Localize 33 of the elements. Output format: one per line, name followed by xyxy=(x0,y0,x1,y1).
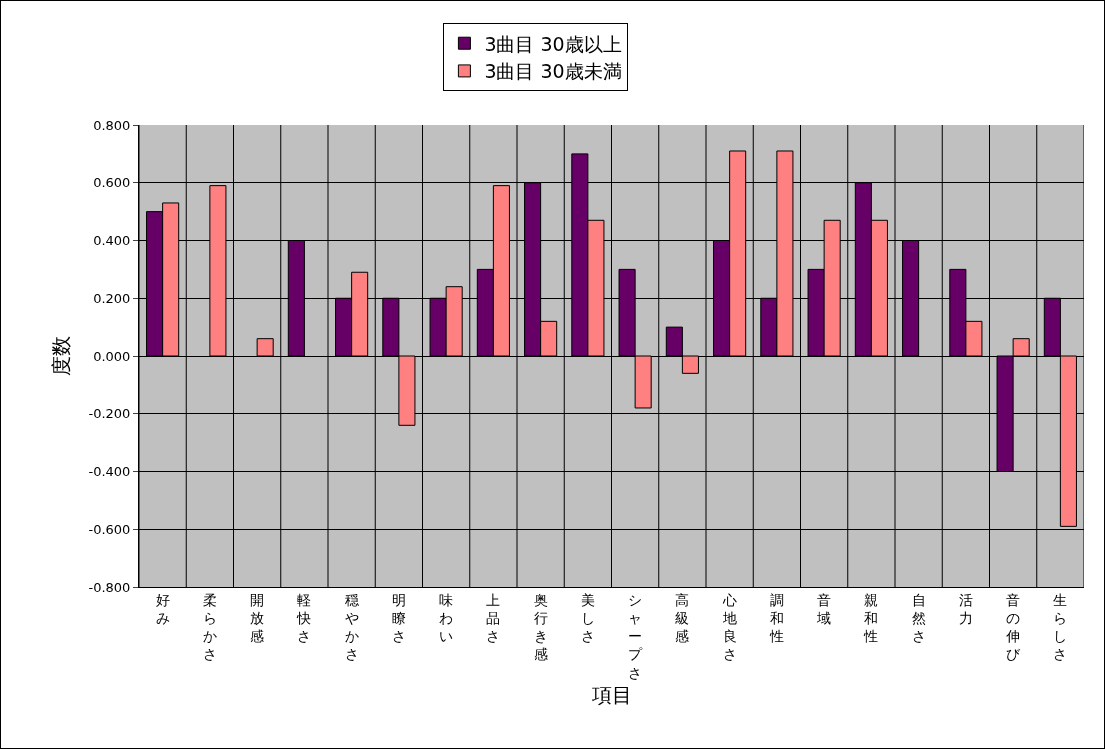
x-tick-label: 調和性 xyxy=(768,591,784,645)
x-tick-label: 穏やかさ xyxy=(344,591,359,663)
x-tick-label: 上品さ xyxy=(486,591,501,645)
x-tick-label: 生らしさ xyxy=(1053,591,1068,663)
legend-label: 3曲目 30歳以上 xyxy=(484,32,622,55)
x-tick-label: 音の伸び xyxy=(1005,591,1022,663)
y-tick-label: 0.600 xyxy=(93,175,131,191)
x-tick-label: 美しさ xyxy=(580,591,595,645)
x-tick-label: 自然さ xyxy=(911,591,926,645)
x-tick-label: 心地良さ xyxy=(721,591,737,663)
y-tick-label: 0.800 xyxy=(93,117,131,133)
y-tick-label: 0.400 xyxy=(93,233,131,249)
x-tick-label: 高級感 xyxy=(675,591,690,645)
x-tick-label: シャープさ xyxy=(628,591,644,681)
x-tick-label: 活力 xyxy=(958,591,973,626)
y-tick-label: -0.800 xyxy=(88,579,131,595)
x-tick-label: 好み xyxy=(155,591,170,626)
y-tick-label: 0.200 xyxy=(93,290,131,306)
y-tick-label: -0.200 xyxy=(88,406,131,422)
x-tick-label: 音域 xyxy=(816,591,832,626)
y-tick-label: -0.600 xyxy=(88,521,131,537)
x-tick-label: 開放感 xyxy=(250,591,265,645)
y-tick-label: 0.000 xyxy=(93,348,131,364)
x-tick-label: 親和性 xyxy=(863,591,879,645)
x-tick-label: 軽快さ xyxy=(296,591,312,645)
x-tick-label: 味わい xyxy=(439,591,454,645)
x-tick-label: 奥行き感 xyxy=(533,591,548,663)
x-axis-title: 項目 xyxy=(590,683,632,708)
y-tick-label: -0.400 xyxy=(88,464,131,480)
x-tick-label: 明瞭さ xyxy=(391,591,406,645)
x-tick-label: 柔らかさ xyxy=(202,591,217,663)
y-axis-title: 度数 xyxy=(48,336,73,376)
legend-label: 3曲目 30歳未満 xyxy=(484,60,622,83)
